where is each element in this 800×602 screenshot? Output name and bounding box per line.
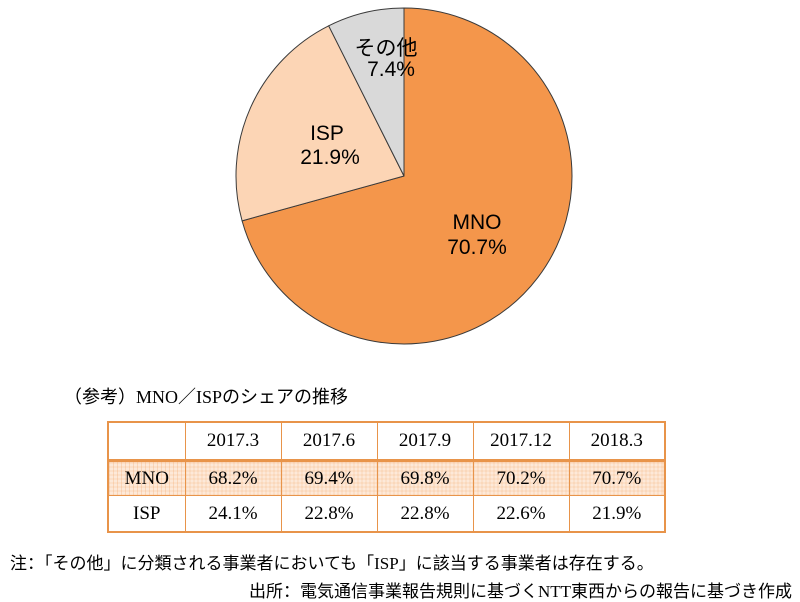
table-corner-cell	[107, 421, 186, 462]
pie-label-other-name: その他	[355, 37, 418, 60]
pie-label-isp-value: 21.9%	[300, 146, 360, 169]
reference-caption: （参考）MNO／ISPのシェアの推移	[64, 387, 349, 407]
table-row-isp: ISP 24.1% 22.8% 22.8% 22.6% 21.9%	[107, 495, 666, 533]
source-note: 出所：電気通信事業報告規則に基づくNTT東西からの報告に基づき作成	[248, 582, 792, 601]
pie-label-other-value: 7.4%	[367, 58, 415, 81]
col-header-2018-3: 2018.3	[568, 421, 666, 462]
mno-cell-2018-3: 70.7%	[568, 460, 666, 496]
pie-slice-mno	[241, 7, 573, 345]
mno-cell-2017-9: 69.8%	[376, 460, 474, 496]
isp-cell-2018-3: 21.9%	[568, 495, 666, 533]
col-header-2017-3: 2017.3	[184, 421, 282, 462]
pie-label-isp-name: ISP	[310, 122, 344, 145]
pie-slice-isp	[235, 25, 405, 222]
table-row-mno: MNO 68.2% 69.4% 69.8% 70.2% 70.7%	[107, 460, 666, 496]
col-header-2017-12: 2017.12	[472, 421, 570, 462]
pie-label-mno-name: MNO	[453, 211, 502, 234]
mno-cell-2017-3: 68.2%	[184, 460, 282, 496]
col-header-2017-9: 2017.9	[376, 421, 474, 462]
row-label-isp: ISP	[107, 495, 186, 533]
isp-cell-2017-12: 22.6%	[472, 495, 570, 533]
isp-cell-2017-3: 24.1%	[184, 495, 282, 533]
pie-slice-other	[328, 7, 405, 177]
footnote: 注：「その他」に分類される事業者においても「ISP」に該当する事業者は存在する。	[10, 554, 654, 573]
share-table: 2017.3 2017.6 2017.9 2017.12 2018.3 MNO …	[107, 421, 666, 533]
row-label-mno: MNO	[107, 460, 186, 496]
mno-cell-2017-12: 70.2%	[472, 460, 570, 496]
pie-label-mno-value: 70.7%	[447, 236, 507, 259]
table-header-row: 2017.3 2017.6 2017.9 2017.12 2018.3	[107, 421, 666, 462]
mno-cell-2017-6: 69.4%	[280, 460, 378, 496]
col-header-2017-6: 2017.6	[280, 421, 378, 462]
isp-cell-2017-9: 22.8%	[376, 495, 474, 533]
pie-chart: MNO 70.7% ISP 21.9% その他 7.4%	[235, 7, 573, 345]
isp-cell-2017-6: 22.8%	[280, 495, 378, 533]
